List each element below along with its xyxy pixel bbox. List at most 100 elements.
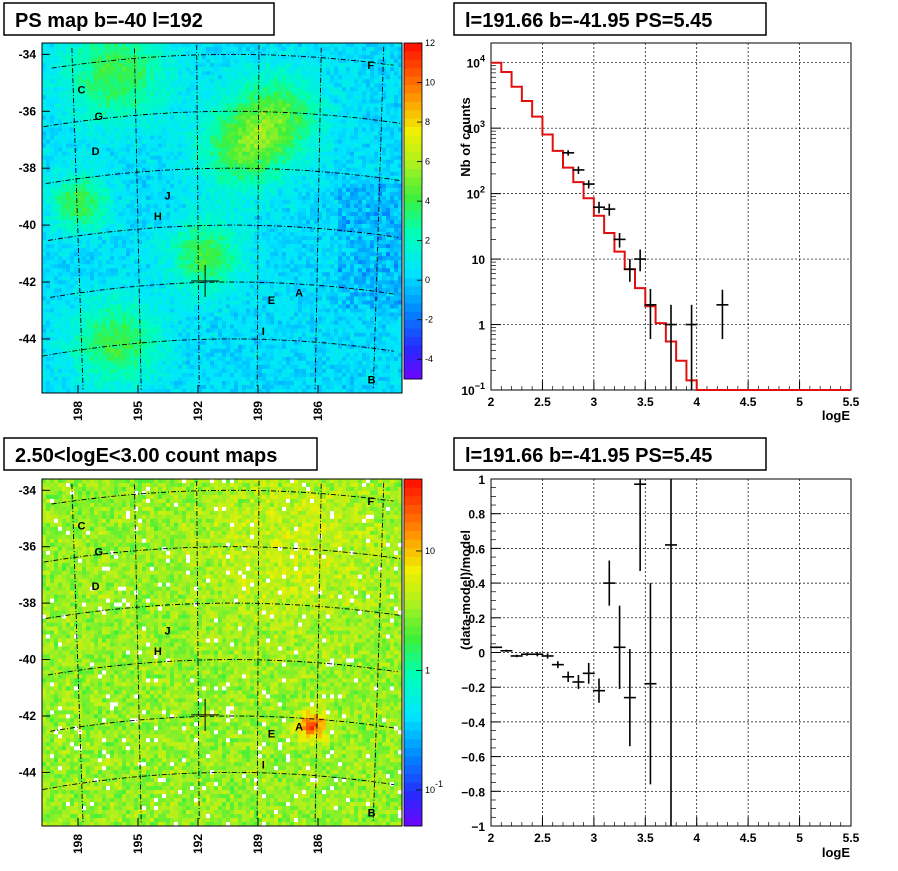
y-tick-label: −1 xyxy=(471,820,485,834)
colorbar-swatch xyxy=(404,253,422,262)
residuals-title: l=191.66 b=-41.95 PS=5.45 xyxy=(465,445,712,467)
y-tick-label: −0.4 xyxy=(461,716,485,730)
colorbar-swatch xyxy=(404,730,422,740)
x-tick-label: 5 xyxy=(796,831,803,845)
y-tick-label: -34 xyxy=(19,47,37,61)
y-tick-label: 0.6 xyxy=(468,542,485,556)
residuals-ticks: 2 2.5 3 3.5 4 4.5 5 5.5 1 0.8 0.6 0.4 0.2 0 −0.2 −0.4 −0… xyxy=(461,473,859,845)
colorbar-swatch xyxy=(404,695,422,705)
spectrum-title: l=191.66 b=-41.95 PS=5.45 xyxy=(465,10,712,32)
y-tick-label: -40 xyxy=(19,218,37,232)
ps-map-ticks: -34 -36 -38 -40 -42 -44 198 195 192 189 186 xyxy=(19,47,325,421)
longitude-line xyxy=(372,482,385,822)
x-tick-label: 189 xyxy=(251,834,265,854)
ps-map-colorbar: 12 10 8 6 4 2 0 -2 -4 xyxy=(403,38,435,380)
colorbar-swatch xyxy=(404,661,422,671)
y-tick-label: 1 xyxy=(478,319,485,333)
y-tick-label: 0.2 xyxy=(468,612,485,626)
data-point xyxy=(582,662,595,684)
colorbar-swatch xyxy=(404,817,422,827)
y-tick-label: 102 xyxy=(467,185,485,202)
spectrum-ylabel: Nb of counts xyxy=(458,97,473,176)
y-tick-label: −0.6 xyxy=(461,751,485,765)
data-point xyxy=(623,649,636,747)
longitude-line xyxy=(372,46,385,389)
colorbar-swatch xyxy=(404,531,422,541)
colorbar-swatch xyxy=(404,721,422,731)
y-tick-label: -40 xyxy=(19,653,37,667)
ps-map-title-box xyxy=(3,2,275,36)
source-label: B xyxy=(368,374,376,386)
colorbar-tick-label: 10-1 xyxy=(425,779,443,795)
latitude-line xyxy=(42,771,395,790)
longitude-line xyxy=(71,484,84,823)
colorbar-swatch xyxy=(404,127,422,136)
colorbar-swatch xyxy=(404,643,422,653)
data-point xyxy=(685,304,698,390)
count-map-heatmap xyxy=(42,479,403,827)
latitude-line xyxy=(51,489,394,505)
source-label: C xyxy=(78,520,86,532)
colorbar-swatch xyxy=(404,669,422,679)
residuals-ylabel: (data-model)/model xyxy=(458,530,473,650)
data-point xyxy=(490,646,503,649)
colorbar-swatch xyxy=(404,747,422,757)
latitude-line xyxy=(42,338,395,357)
ps-map-crosshair xyxy=(191,264,220,297)
latitude-line xyxy=(50,715,397,732)
source-label: A xyxy=(295,721,303,733)
x-tick-label: 4 xyxy=(693,831,700,845)
x-tick-label: 198 xyxy=(71,401,85,421)
data-point xyxy=(603,203,616,216)
colorbar-swatch xyxy=(404,479,422,489)
latitude-line xyxy=(45,602,401,619)
colorbar-swatch xyxy=(404,799,422,810)
longitude-line xyxy=(196,481,200,820)
colorbar-swatch xyxy=(404,101,422,111)
count-map-crosshair xyxy=(191,698,220,731)
count-map-coordinate-grid xyxy=(42,480,403,824)
latitude-line xyxy=(50,281,397,298)
source-label: D xyxy=(92,146,100,158)
latitude-line xyxy=(47,659,399,676)
x-tick-label: 189 xyxy=(251,401,265,421)
count-map-title-box xyxy=(3,437,318,471)
colorbar-swatch xyxy=(404,68,422,77)
x-tick-label: 2 xyxy=(488,831,495,845)
source-label: A xyxy=(295,288,303,300)
colorbar-swatch xyxy=(404,591,422,601)
colorbar-tick-label: 8 xyxy=(425,117,430,127)
colorbar-swatch xyxy=(404,337,422,346)
data-point xyxy=(634,249,647,272)
source-label: F xyxy=(367,60,374,72)
x-tick-label: 192 xyxy=(191,834,205,854)
longitude-line xyxy=(256,480,260,820)
colorbar-swatch xyxy=(404,782,422,792)
source-label: G xyxy=(95,547,104,559)
y-tick-label: −0.8 xyxy=(461,785,485,799)
latitude-line xyxy=(51,53,394,69)
colorbar-swatch xyxy=(404,609,422,619)
y-tick-label: 0.8 xyxy=(468,508,485,522)
data-point xyxy=(582,180,595,189)
count-map-source-labels: C G D JH E A I F B xyxy=(78,496,376,820)
colorbar-tick-label: 6 xyxy=(425,157,430,167)
x-tick-label: 4.5 xyxy=(740,831,757,845)
colorbar-swatch xyxy=(404,345,422,355)
source-label: E xyxy=(268,295,275,307)
data-point xyxy=(521,652,533,656)
colorbar-swatch xyxy=(404,617,422,627)
colorbar-frame xyxy=(403,42,423,380)
colorbar-tick-label: -4 xyxy=(425,354,433,364)
latitude-line xyxy=(43,546,403,563)
colorbar-swatch xyxy=(404,160,422,170)
source-label: J xyxy=(165,191,171,203)
colorbar-frame xyxy=(403,478,423,827)
colorbar-tick-label: 0 xyxy=(425,275,430,285)
source-label: H xyxy=(154,211,162,223)
colorbar-swatch xyxy=(404,713,422,723)
source-label: B xyxy=(368,808,376,820)
colorbar-swatch xyxy=(404,600,422,610)
colorbar-tick-label: -2 xyxy=(425,315,433,325)
source-label: D xyxy=(92,581,100,593)
